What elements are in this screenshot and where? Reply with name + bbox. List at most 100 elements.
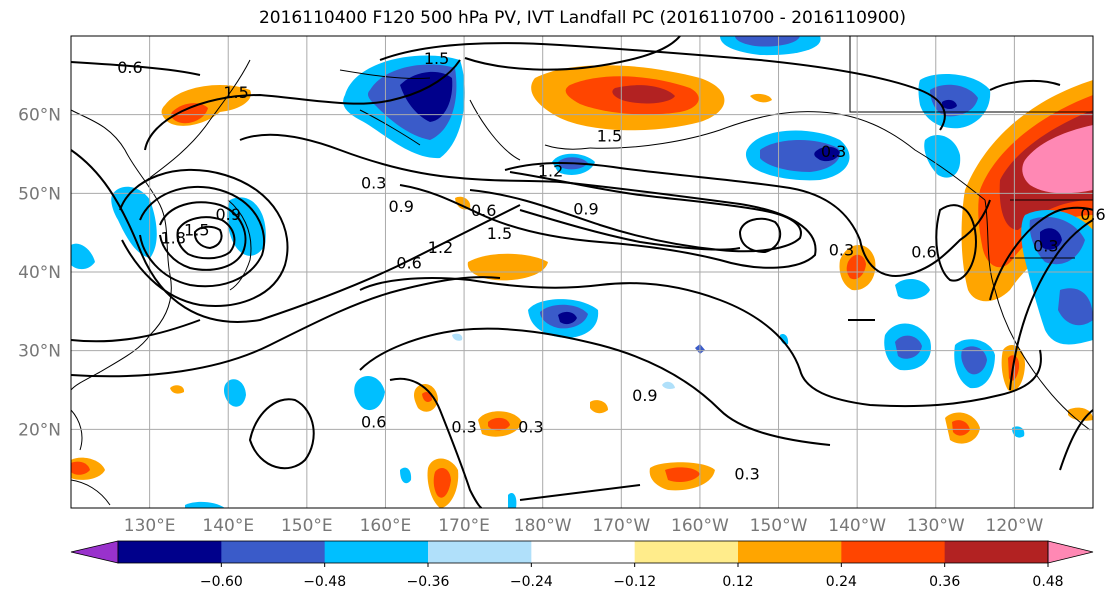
colorbar-segment [841, 541, 946, 563]
contour-label: 0.6 [471, 201, 496, 220]
positive-anomaly [846, 254, 866, 280]
lon-tick-label: 130°W [907, 516, 965, 536]
contour-label: 0.3 [829, 240, 854, 259]
contour-line [159, 201, 247, 271]
positive-anomaly [612, 85, 675, 104]
lon-tick-label: 170°W [592, 516, 650, 536]
contour-line [1059, 409, 1093, 471]
lat-tick-label: 20°N [18, 420, 61, 440]
positive-anomaly [433, 468, 451, 498]
contour-line [1009, 219, 1093, 391]
contour-line [176, 216, 236, 260]
colorbar-extend-high [1047, 540, 1094, 564]
contour-label: 0.6 [361, 413, 386, 432]
colorbar-tick-label: −0.24 [510, 574, 553, 590]
contour-label: 0.3 [734, 465, 759, 484]
colorbar-segment [428, 541, 532, 563]
negative-anomaly [400, 467, 412, 484]
negative-anomaly [735, 36, 800, 47]
lat-tick-label: 30°N [18, 342, 61, 362]
colorbar-tick-label: 0.36 [929, 574, 960, 590]
contour-label: 0.9 [216, 205, 241, 224]
contour-line [71, 276, 501, 378]
contour-label: 0.9 [388, 197, 413, 216]
negative-anomaly [508, 492, 517, 508]
negative-anomaly [224, 379, 246, 407]
contour-label: 1.5 [223, 83, 248, 102]
contour-line [935, 204, 977, 282]
lon-tick-label: 140°E [202, 516, 254, 536]
lon-tick-label: 180°W [514, 516, 572, 536]
colorbar-segment [531, 541, 636, 563]
contour-labels: 0.61.51.50.60.90.30.61.51.21.50.90.61.21… [117, 49, 1105, 484]
colorbar-tick-label: −0.60 [200, 574, 243, 590]
contour-label: 0.6 [117, 58, 142, 77]
colorbar-segment [634, 541, 739, 563]
contour-line [193, 225, 223, 250]
contour-line [119, 168, 289, 307]
contour-label: 1.5 [597, 126, 622, 145]
negative-anomaly [400, 71, 453, 122]
negative-anomaly [780, 334, 789, 345]
colorbar-segment [221, 541, 326, 563]
contour-line [248, 398, 315, 470]
negative-anomaly [895, 278, 930, 300]
lon-tick-label: 170°E [438, 516, 490, 536]
contour-line [389, 377, 483, 508]
negative-anomaly [814, 146, 840, 162]
positive-anomaly [171, 103, 208, 124]
negative-anomaly [760, 139, 840, 172]
contour-line [139, 185, 266, 288]
negative-anomaly [942, 99, 957, 109]
colorbar-segment [324, 541, 429, 563]
negative-anomaly [354, 375, 385, 411]
negative-anomaly [1058, 288, 1093, 326]
contour-label: 1.5 [487, 224, 512, 243]
contour-label: 1.5 [184, 221, 209, 240]
contour-label: 0.6 [911, 243, 936, 262]
contour-label: 0.3 [518, 417, 543, 436]
contour-label: 0.3 [1033, 236, 1058, 255]
contour-line [379, 42, 946, 131]
contour-label: 0.3 [361, 173, 386, 192]
positive-anomaly [422, 392, 432, 402]
contour-line [71, 149, 521, 323]
lon-tick-label: 150°E [281, 516, 333, 536]
longitude-ticks: 130°E 140°E 150°E 160°E 170°E 180°W 170°W 160°W… [124, 516, 1044, 536]
positive-anomaly [590, 400, 608, 414]
colorbar-tick-label: 0.24 [826, 574, 857, 590]
negative-anomaly [895, 335, 922, 359]
positive-anomaly [1022, 125, 1093, 194]
lon-tick-label: 160°W [671, 516, 729, 536]
lon-tick-label: 150°W [750, 516, 808, 536]
colorbar-tick-label: −0.12 [613, 574, 656, 590]
negative-anomaly [1012, 426, 1025, 438]
positive-anomaly [750, 93, 772, 103]
contour-line [71, 61, 201, 76]
colorbar-segment [944, 541, 1049, 563]
negative-anomaly [558, 311, 577, 325]
positive-anomaly [665, 467, 700, 482]
contour-label: 1.2 [428, 238, 453, 257]
negative-anomaly [961, 346, 987, 375]
positive-anomaly [455, 196, 471, 210]
colorbar-frame [117, 540, 1049, 564]
negative-anomaly [185, 501, 225, 508]
positive-anomaly [488, 417, 510, 431]
map-frame [70, 35, 1094, 509]
coastlines [71, 36, 1093, 506]
colorbar-ticks: −0.60 −0.48 −0.36 −0.24 −0.12 0.12 0.24 0.36 0.4… [200, 563, 1064, 590]
lon-tick-label: 120°W [986, 516, 1044, 536]
lat-tick-label: 40°N [18, 263, 61, 283]
contour-line [359, 327, 831, 446]
colorbar-tick-label: 0.12 [722, 574, 753, 590]
contour-line [989, 79, 1061, 91]
colorbar-segment [738, 541, 842, 563]
lat-tick-label: 50°N [18, 184, 61, 204]
chart-title: 2016110400 F120 500 hPa PV, IVT Landfall… [258, 8, 906, 28]
positive-anomaly [467, 253, 548, 281]
contour-line [519, 484, 641, 501]
contour-line [519, 209, 741, 251]
lon-tick-label: 140°W [828, 516, 886, 536]
negative-anomaly [71, 243, 95, 270]
